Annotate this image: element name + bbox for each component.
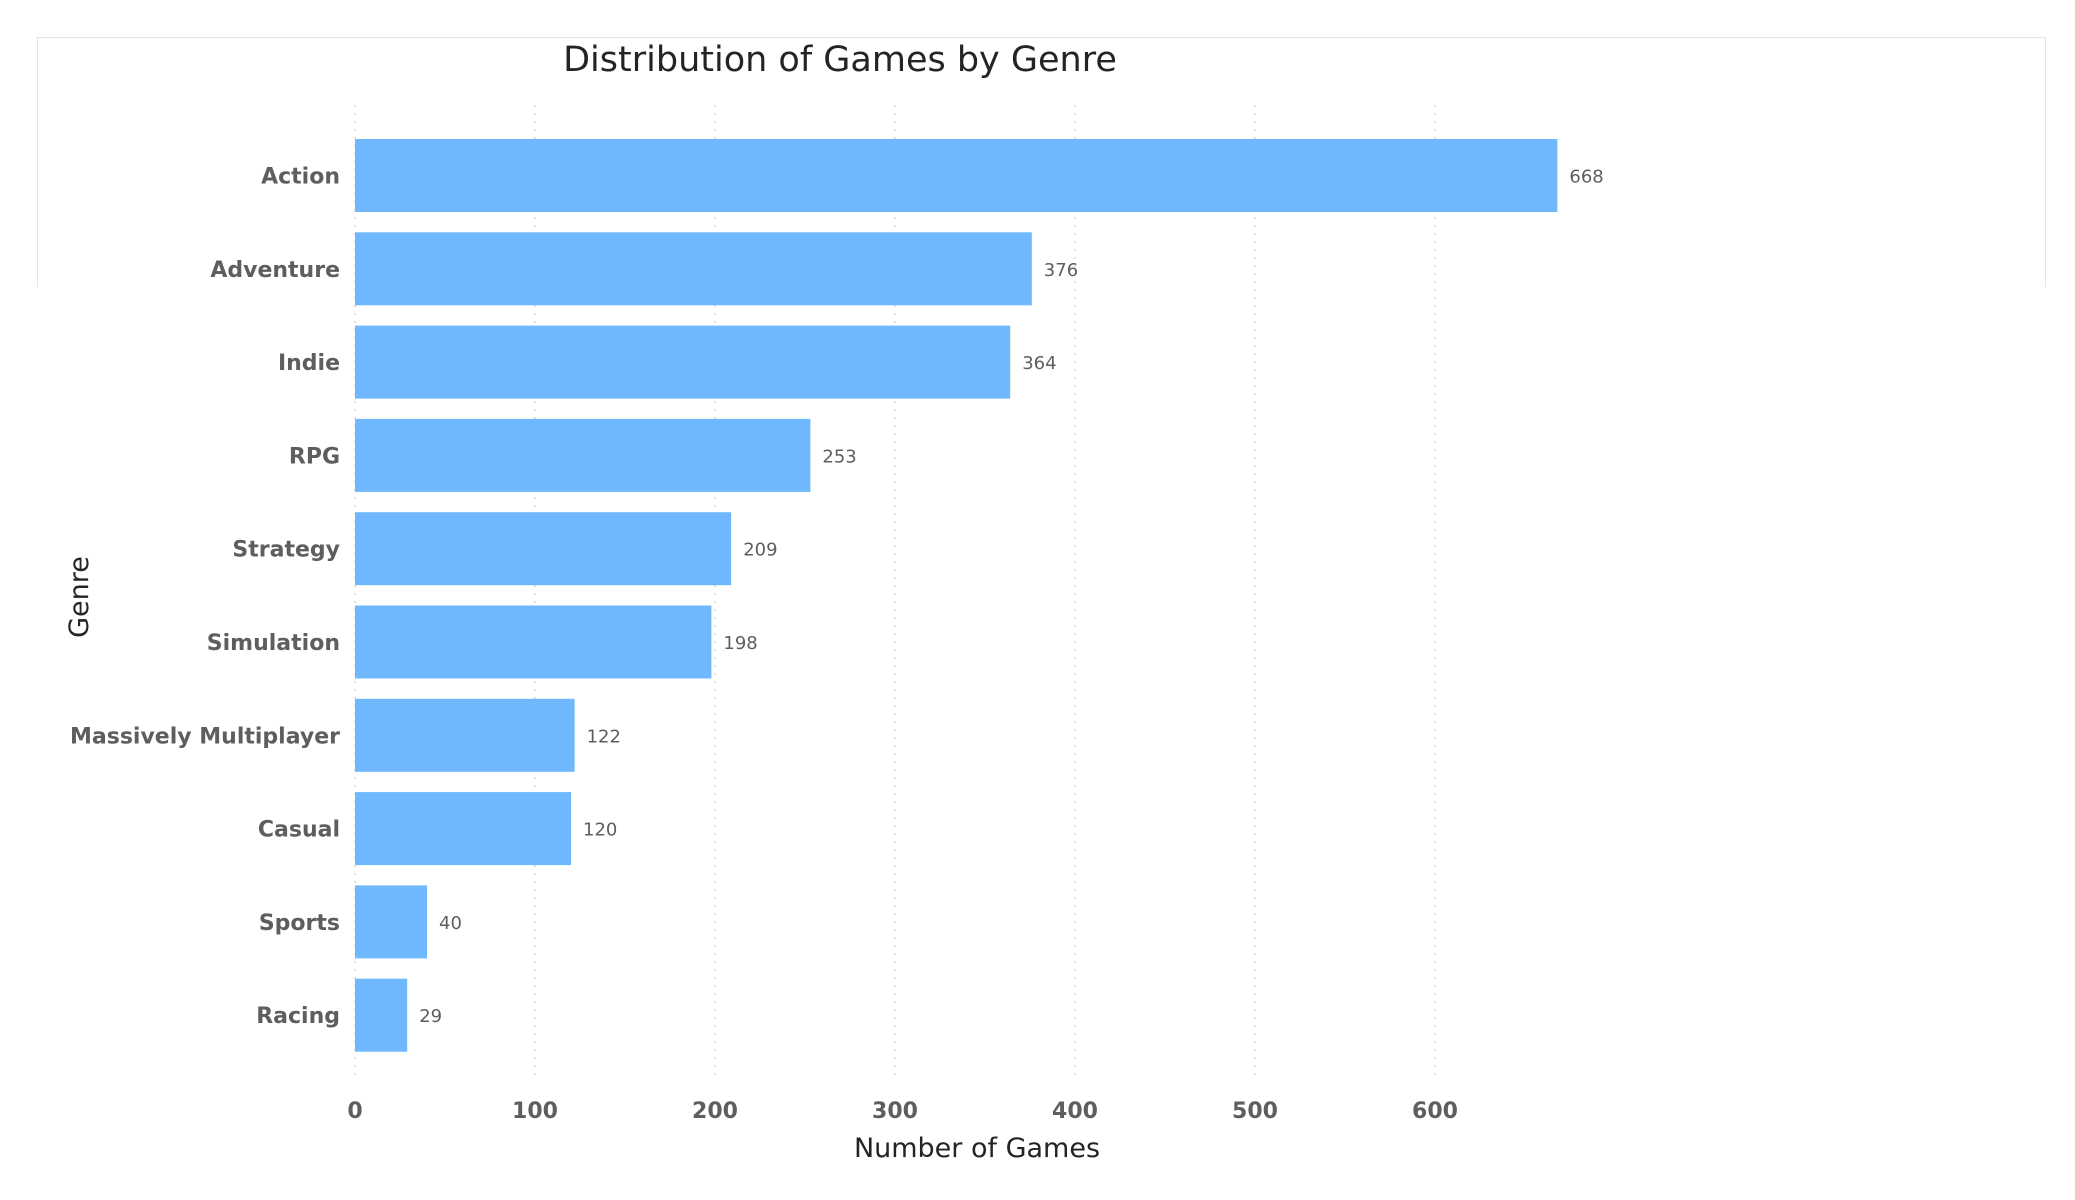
bar-strategy[interactable] xyxy=(355,512,731,585)
data-label: 364 xyxy=(1022,353,1056,374)
category-label: Strategy xyxy=(232,538,340,563)
bar-racing[interactable] xyxy=(355,979,407,1052)
category-label: Casual xyxy=(258,818,340,843)
bar-adventure[interactable] xyxy=(355,232,1032,305)
category-label: Indie xyxy=(278,351,340,376)
category-label: Sports xyxy=(259,911,340,936)
bar-simulation[interactable] xyxy=(355,606,711,679)
category-label: Action xyxy=(261,165,340,190)
data-label: 198 xyxy=(723,633,757,654)
x-tick-label: 200 xyxy=(692,1099,738,1124)
chart-title: Distribution of Games by Genre xyxy=(563,40,1117,80)
data-label: 668 xyxy=(1569,167,1603,188)
bar-casual[interactable] xyxy=(355,792,571,865)
bar-massively-multiplayer[interactable] xyxy=(355,699,575,772)
x-tick-label: 300 xyxy=(872,1099,918,1124)
bar-rpg[interactable] xyxy=(355,419,810,492)
x-tick-label: 0 xyxy=(347,1099,362,1124)
category-label: Massively Multiplayer xyxy=(70,724,340,749)
data-label: 29 xyxy=(419,1006,442,1027)
x-axis-ticks: 0 100 200 300 400 500 600 xyxy=(347,1099,1458,1124)
category-label: RPG xyxy=(289,444,340,469)
data-label: 122 xyxy=(587,726,621,747)
bar-indie[interactable] xyxy=(355,326,1010,399)
data-label: 40 xyxy=(439,913,462,934)
category-labels: Action Adventure Indie RPG Strategy Simulatio… xyxy=(70,165,340,1030)
category-label: Simulation xyxy=(207,631,340,656)
x-tick-label: 600 xyxy=(1412,1099,1458,1124)
data-label: 376 xyxy=(1044,260,1078,281)
data-label: 120 xyxy=(583,820,617,841)
x-tick-label: 400 xyxy=(1052,1099,1098,1124)
x-tick-label: 100 xyxy=(512,1099,558,1124)
x-axis-title: Number of Games xyxy=(854,1133,1100,1164)
y-axis-title: Genre xyxy=(64,556,95,638)
data-label: 253 xyxy=(822,446,856,467)
category-label: Racing xyxy=(256,1004,340,1029)
bar-sports[interactable] xyxy=(355,885,427,958)
data-label: 209 xyxy=(743,540,777,561)
bar-action[interactable] xyxy=(355,139,1557,212)
category-label: Adventure xyxy=(210,258,340,283)
x-tick-label: 500 xyxy=(1232,1099,1278,1124)
